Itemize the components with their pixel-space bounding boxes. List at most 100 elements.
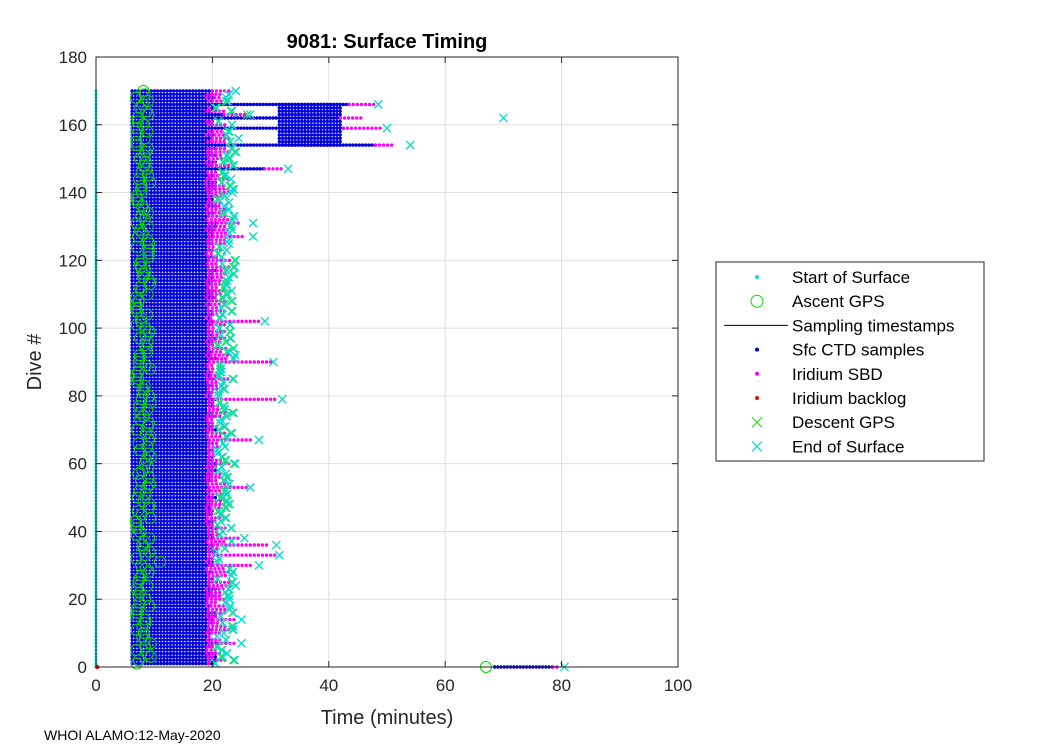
ctd-sample-point [188,278,192,283]
ctd-sample-point [159,197,163,202]
ctd-sample-point [184,570,189,574]
ctd-sample-point [296,106,301,110]
ctd-sample-point [152,92,157,96]
ctd-sample-point [178,607,182,612]
ctd-sample-point [130,255,134,259]
ctd-sample-point [159,414,163,418]
ctd-sample-point [162,299,166,303]
ctd-sample-point [181,465,185,469]
ctd-sample-point [171,543,176,547]
ctd-sample-point [178,475,182,479]
ctd-sample-point [155,278,160,283]
ctd-sample-point [165,285,169,290]
ctd-sample-point [191,170,195,174]
ctd-sample-point [155,116,160,120]
ctd-sample-point [178,478,182,483]
ctd-sample-point [184,109,189,113]
ctd-sample-point [204,658,208,662]
ctd-sample-point [184,309,189,313]
ctd-sample-point [204,326,208,330]
ctd-sample-point [194,106,198,110]
ctd-sample-point [162,140,166,144]
ctd-sample-point [133,109,137,113]
ctd-sample-point [197,438,202,442]
ctd-sample-point [159,268,163,273]
ctd-sample-point [155,336,160,340]
ctd-sample-point [171,190,176,195]
ctd-sample-point [175,529,179,534]
ctd-sample-point [287,136,291,141]
ctd-sample-point [325,102,330,107]
ctd-sample-point [319,140,323,144]
ctd-sample-point [197,550,202,554]
ctd-sample-point [171,241,176,246]
ctd-sample-point [155,384,160,388]
ctd-sample-point [165,278,169,283]
ctd-sample-point [204,448,208,452]
ctd-sample-point [162,658,166,662]
ctd-sample-point [277,116,282,120]
ctd-sample-point [296,143,301,147]
ctd-sample-point [178,499,182,503]
ctd-sample-point [130,384,134,388]
ctd-sample-point [168,492,173,496]
ctd-sample-point [197,434,202,439]
ctd-sample-point [165,123,169,127]
ctd-sample-point [204,461,208,466]
ctd-sample-point [194,404,198,408]
ctd-sample-point [165,153,169,157]
ctd-sample-point [191,590,195,595]
ctd-sample-point [171,299,176,303]
ctd-sample-point [165,180,169,185]
ctd-sample-point [168,190,173,195]
ctd-sample-point [171,207,176,212]
ctd-sample-point [197,177,202,181]
ctd-sample-point [188,604,192,608]
ctd-sample-point [197,512,202,517]
ctd-sample-point [162,394,166,398]
ctd-sample-point [155,173,160,178]
ctd-sample-point [181,156,185,161]
ctd-sample-point [181,370,185,374]
ctd-sample-point [261,102,266,107]
ctd-sample-point [136,116,141,120]
ctd-sample-point [178,370,182,374]
ctd-sample-point [197,529,202,534]
iridium-sbd-point [206,624,211,629]
ctd-sample-point [155,380,160,385]
ctd-sample-point [171,343,176,347]
ctd-sample-point [197,299,202,303]
ctd-sample-point [200,177,205,181]
ctd-sample-point [191,478,195,483]
ctd-sample-point [200,163,205,168]
ctd-sample-point [197,187,202,191]
ctd-sample-point [162,312,166,317]
ctd-sample-point [197,268,202,273]
ctd-sample-point [155,343,160,347]
ctd-sample-point [162,201,166,205]
ctd-sample-point [152,339,157,344]
ctd-sample-point [200,373,205,378]
ctd-sample-point [175,295,179,300]
ctd-sample-point [149,224,153,229]
ctd-sample-point [155,414,160,418]
ctd-sample-point [188,455,192,459]
ctd-sample-point [149,123,153,127]
ctd-sample-point [159,468,163,473]
ctd-sample-point [191,431,195,435]
ctd-sample-point [191,407,195,412]
ctd-sample-point [149,560,153,564]
ctd-sample-point [155,136,160,141]
ctd-sample-point [197,99,202,103]
ctd-sample-point [165,533,169,537]
ctd-sample-point [188,99,192,103]
ctd-sample-point [155,177,160,181]
ctd-sample-point [175,150,179,154]
ctd-sample-point [194,519,198,523]
ctd-sample-point [328,133,333,137]
ctd-sample-point [175,109,179,113]
ctd-sample-point [184,621,189,625]
ctd-sample-point [152,170,157,174]
ctd-sample-point [191,343,195,347]
ctd-sample-point [197,482,202,486]
